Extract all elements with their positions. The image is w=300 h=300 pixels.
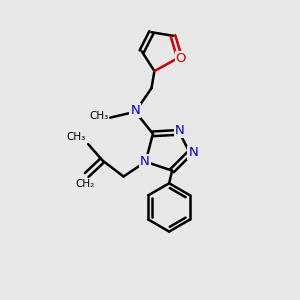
Text: O: O — [176, 52, 186, 65]
Text: N: N — [140, 155, 150, 168]
Text: CH₃: CH₃ — [89, 111, 109, 121]
Text: N: N — [175, 124, 185, 137]
Text: N: N — [188, 146, 198, 159]
Text: N: N — [130, 104, 140, 117]
Text: CH₂: CH₂ — [76, 179, 95, 189]
Text: CH₃: CH₃ — [66, 132, 85, 142]
